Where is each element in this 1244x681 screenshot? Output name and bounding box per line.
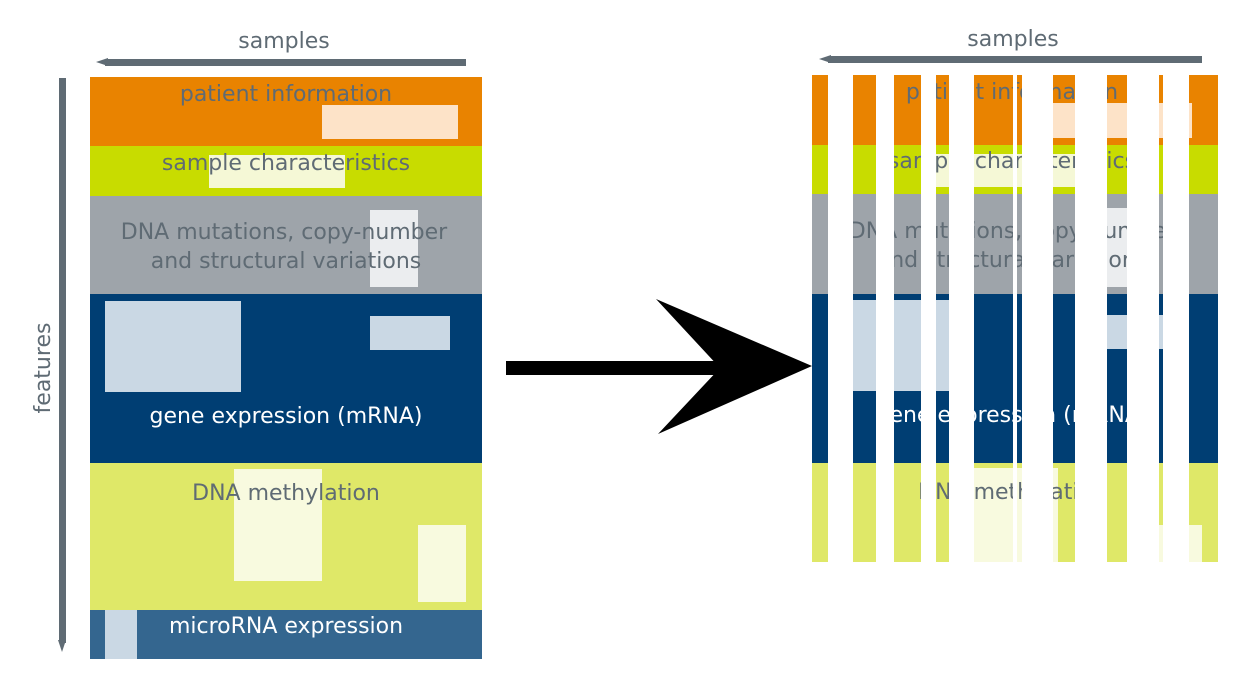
left-microrna-highlight: [105, 610, 137, 659]
left-dna-mutations-label-line1: DNA mutations, copy-number: [121, 220, 448, 245]
left-patient-highlight: [322, 105, 458, 139]
left-block-patient-information: patient information: [90, 77, 482, 146]
left-methylation-highlight-b: [418, 525, 466, 602]
sample-gap: [1127, 75, 1159, 562]
left-patient-label: patient information: [180, 82, 392, 107]
left-features-axis-bar: [59, 78, 66, 643]
sample-gap: [1022, 75, 1053, 562]
sample-gap: [876, 75, 894, 562]
sample-gap: [921, 75, 936, 562]
left-gene-expression-highlight-a: [105, 301, 241, 392]
left-methylation-label: DNA methylation: [192, 481, 380, 506]
left-block-dna-mutations: DNA mutations, copy-number and structura…: [90, 196, 482, 294]
transform-arrow-shaft: [506, 361, 726, 375]
right-dna-mutations-label-line1: DNA mutations, copy-number: [849, 219, 1176, 244]
right-samples-axis-bar: [828, 56, 1202, 63]
left-block-gene-expression: gene expression (mRNA): [90, 294, 482, 463]
left-block-microrna-expression: microRNA expression: [90, 610, 482, 659]
transform-arrow: [506, 299, 812, 434]
left-panel: samples features patient information sam…: [31, 29, 482, 659]
left-sample-highlight: [209, 155, 345, 188]
right-gene-expression-label: gene expression (mRNA): [875, 403, 1148, 428]
right-panel: samples patient information sample chara…: [812, 27, 1218, 562]
right-blocks: patient information sample characteristi…: [812, 75, 1218, 562]
left-methylation-highlight-a: [234, 469, 322, 581]
left-features-label: features: [31, 323, 56, 414]
sample-gap: [1163, 75, 1189, 562]
sample-column-gaps: [828, 75, 1189, 562]
sample-gap: [1013, 75, 1017, 562]
left-gene-expression-label: gene expression (mRNA): [149, 404, 422, 429]
right-samples-arrowhead: [819, 55, 831, 63]
left-gene-expression-highlight-b: [370, 316, 450, 350]
left-sample-label: sample characteristics: [162, 151, 410, 176]
left-samples-axis-bar: [105, 59, 466, 66]
right-samples-label: samples: [967, 27, 1058, 52]
left-samples-arrowhead: [96, 58, 108, 66]
transform-arrow-head: [656, 299, 812, 434]
left-features-arrowhead: [58, 640, 66, 652]
left-samples-label: samples: [238, 29, 329, 54]
left-block-dna-methylation: DNA methylation: [90, 463, 482, 610]
left-block-sample-characteristics: sample characteristics: [90, 146, 482, 196]
sample-gap: [949, 75, 974, 562]
sample-gap: [828, 75, 853, 562]
left-microrna-label: microRNA expression: [169, 614, 403, 639]
left-dna-mutations-label-line2: and structural variations: [151, 249, 422, 274]
sample-gap: [1075, 75, 1107, 562]
left-dna-mutations-highlight: [370, 210, 418, 287]
